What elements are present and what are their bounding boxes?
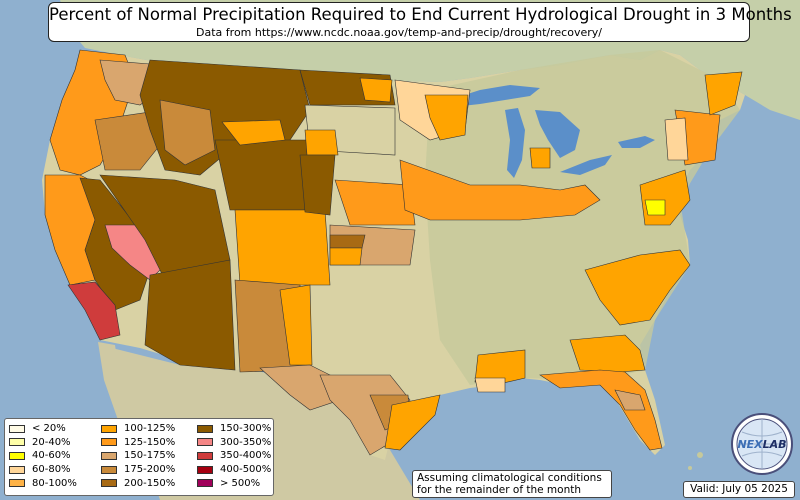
note-line-1: Assuming climatological conditions bbox=[417, 472, 602, 484]
region-md-yellow bbox=[644, 199, 666, 216]
region-iowa-band bbox=[399, 159, 601, 221]
region-nd-orange bbox=[359, 77, 393, 103]
region-arizona bbox=[144, 259, 236, 371]
legend-item: 80-100% bbox=[9, 476, 77, 490]
legend-item: 100-125% bbox=[101, 422, 175, 436]
title-box: Percent of Normal Precipitation Required… bbox=[48, 2, 792, 42]
legend-item: 175-200% bbox=[101, 463, 175, 477]
region-nebraska-east bbox=[334, 179, 416, 226]
region-socal-red bbox=[67, 281, 121, 341]
legend-item: 60-80% bbox=[9, 463, 77, 477]
lake-huron bbox=[535, 110, 580, 158]
region-la-ms bbox=[474, 349, 526, 386]
legend-item: 200-150% bbox=[101, 476, 175, 490]
region-mi-orange bbox=[529, 147, 551, 169]
region-nebraska-west bbox=[299, 154, 336, 216]
legend-swatch bbox=[197, 424, 213, 433]
lake-superior bbox=[455, 85, 540, 106]
valid-date: Valid: July 05 2025 bbox=[683, 481, 795, 498]
region-sd-orange bbox=[304, 129, 339, 156]
legend-item: 300-350% bbox=[197, 436, 271, 450]
note-line-2: for the remainder of the month bbox=[417, 484, 582, 496]
legend-swatch bbox=[101, 465, 117, 474]
legend-label: 125-150% bbox=[124, 436, 176, 448]
legend-label: 100-125% bbox=[124, 423, 176, 435]
region-fl-tan bbox=[614, 389, 646, 411]
region-florida bbox=[539, 369, 663, 451]
region-mn-orange bbox=[424, 94, 469, 141]
region-maine bbox=[704, 71, 743, 116]
legend-column-1: < 20% 20-40% 40-60% 60-80% 80-100% bbox=[9, 422, 77, 490]
legend-label: 150-175% bbox=[124, 450, 176, 462]
legend-column-3: 150-300% 300-350% 350-400% 400-500% > 50… bbox=[197, 422, 271, 490]
legend-swatch bbox=[197, 479, 213, 488]
island bbox=[688, 466, 692, 470]
legend-swatch bbox=[197, 438, 213, 447]
legend-swatch bbox=[197, 465, 213, 474]
legend-item: < 20% bbox=[9, 422, 77, 436]
legend-swatch bbox=[101, 424, 117, 433]
region-carolinas bbox=[584, 249, 691, 326]
legend-swatch bbox=[101, 451, 117, 460]
nexlab-logo: NEXLAB bbox=[731, 413, 793, 475]
region-or-central bbox=[94, 111, 161, 171]
logo-text: NEXLAB bbox=[737, 438, 786, 451]
legend-item: 20-40% bbox=[9, 436, 77, 450]
region-nm-east bbox=[279, 284, 313, 366]
region-colorado bbox=[234, 209, 331, 286]
island bbox=[697, 452, 703, 458]
legend-item: > 500% bbox=[197, 476, 271, 490]
legend-item: 400-500% bbox=[197, 463, 271, 477]
assumption-note: Assuming climatological conditions for t… bbox=[412, 470, 612, 498]
legend-swatch bbox=[101, 479, 117, 488]
logo-globe-lines bbox=[737, 419, 787, 469]
map-title: Percent of Normal Precipitation Required… bbox=[49, 5, 792, 24]
legend-swatch bbox=[9, 479, 25, 488]
legend-swatch bbox=[9, 424, 25, 433]
legend-label: < 20% bbox=[32, 423, 66, 435]
region-idaho-mix bbox=[159, 99, 216, 166]
legend-label: > 500% bbox=[220, 477, 261, 489]
legend-label: 350-400% bbox=[220, 450, 272, 462]
region-la-tan bbox=[474, 377, 506, 393]
legend-label: 150-300% bbox=[220, 423, 272, 435]
legend-label: 20-40% bbox=[32, 436, 71, 448]
region-tx-coast bbox=[384, 394, 441, 451]
legend-item: 40-60% bbox=[9, 449, 77, 463]
legend-item: 150-300% bbox=[197, 422, 271, 436]
map-subtitle: Data from https://www.ncdc.noaa.gov/temp… bbox=[196, 26, 602, 39]
legend-item: 125-150% bbox=[101, 436, 175, 450]
region-ny-tan bbox=[664, 117, 689, 161]
legend-swatch bbox=[9, 465, 25, 474]
legend-label: 175-200% bbox=[124, 464, 176, 476]
legend-item: 350-400% bbox=[197, 449, 271, 463]
region-ks-orange bbox=[329, 247, 363, 266]
legend-item: 150-175% bbox=[101, 449, 175, 463]
legend-label: 200-150% bbox=[124, 477, 176, 489]
legend-label: 80-100% bbox=[32, 477, 77, 489]
region-ks-brown bbox=[329, 234, 366, 249]
legend-swatch bbox=[197, 451, 213, 460]
lake-michigan bbox=[505, 108, 525, 178]
region-georgia bbox=[569, 334, 646, 373]
legend-swatch bbox=[9, 451, 25, 460]
legend-label: 400-500% bbox=[220, 464, 272, 476]
lake-erie bbox=[560, 155, 612, 175]
legend: < 20% 20-40% 40-60% 60-80% 80-100% 100-1… bbox=[4, 418, 274, 496]
legend-swatch bbox=[9, 438, 25, 447]
legend-swatch bbox=[101, 438, 117, 447]
region-wy-orange bbox=[221, 119, 286, 146]
legend-column-2: 100-125% 125-150% 150-175% 175-200% 200-… bbox=[101, 422, 175, 490]
legend-label: 60-80% bbox=[32, 464, 71, 476]
lake-ontario bbox=[618, 136, 655, 148]
legend-label: 300-350% bbox=[220, 436, 272, 448]
legend-label: 40-60% bbox=[32, 450, 71, 462]
